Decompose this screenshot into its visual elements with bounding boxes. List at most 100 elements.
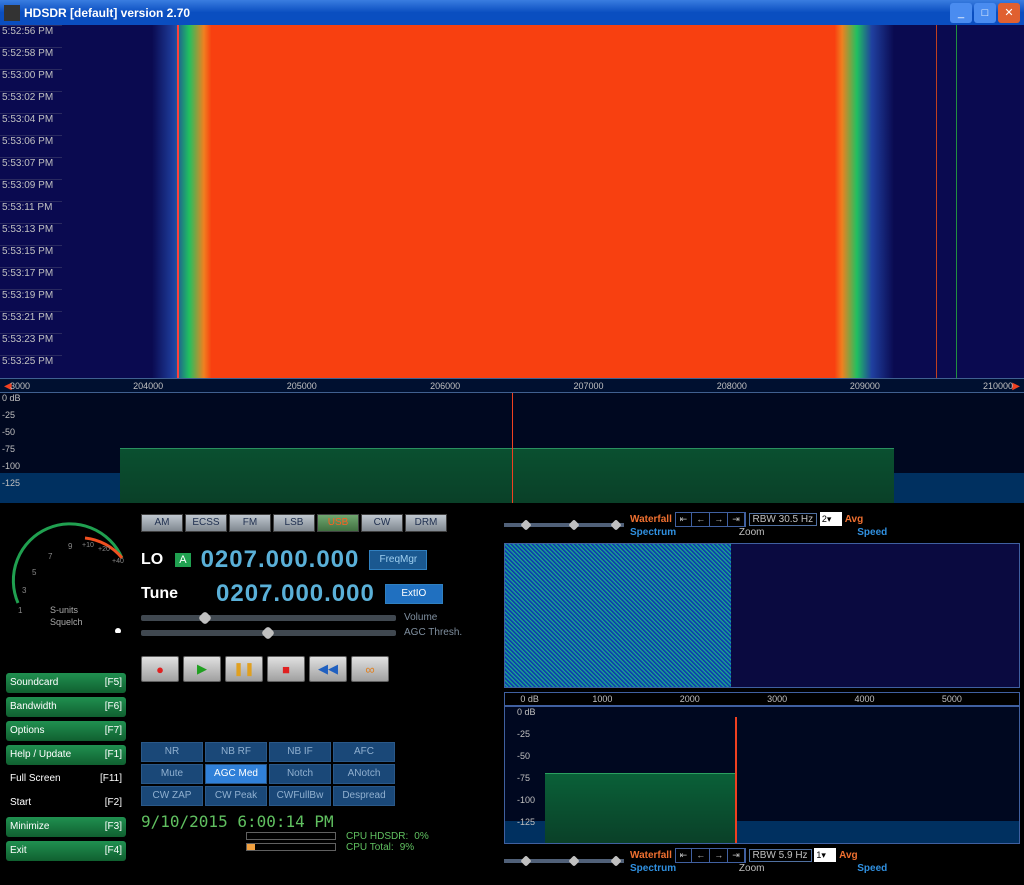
options-button[interactable]: Options[F7] [6, 721, 126, 741]
dsp-anotch-button[interactable]: ANotch [333, 764, 395, 784]
minimize-button[interactable]: _ [950, 3, 972, 23]
svg-text:S-units: S-units [50, 605, 79, 615]
timestamp: 5:53:23 PM [0, 333, 62, 355]
audio-spectrum[interactable]: 0 dB-25-50-75-100-125 [504, 706, 1020, 844]
function-buttons: Soundcard[F5] Bandwidth[F6] Options[F7] Hel… [6, 673, 126, 865]
svg-text:7: 7 [48, 552, 53, 561]
tune-frequency[interactable]: 0207.000.000 [216, 580, 375, 608]
record-button[interactable]: ● [141, 656, 179, 682]
dsp-notch-button[interactable]: Notch [269, 764, 331, 784]
dsp-cw-zap-button[interactable]: CW ZAP [141, 786, 203, 806]
app-icon [4, 5, 20, 21]
mode-lsb[interactable]: LSB [273, 514, 315, 532]
stop-button[interactable]: ■ [267, 656, 305, 682]
bandwidth-button[interactable]: Bandwidth[F6] [6, 697, 126, 717]
freqmgr-button[interactable]: FreqMgr [369, 550, 427, 570]
svg-text:+20: +20 [98, 546, 110, 553]
waterfall-timestamps: 5:52:56 PM5:52:58 PM5:53:00 PM5:53:02 PM… [0, 25, 62, 378]
dsp-nb-rf-button[interactable]: NB RF [205, 742, 267, 762]
dsp-mute-button[interactable]: Mute [141, 764, 203, 784]
pause-button[interactable]: ❚❚ [225, 656, 263, 682]
wf-avg-combo[interactable]: 2▾ [820, 512, 842, 526]
svg-text:1: 1 [18, 606, 23, 615]
window-title: HDSDR [default] version 2.70 [24, 6, 950, 20]
mode-drm[interactable]: DRM [405, 514, 447, 532]
close-button[interactable]: ✕ [998, 3, 1020, 23]
audio-waterfall-controls: Waterfall ⇤←→⇥ RBW 30.5 Hz 2▾ Avg Spectr… [504, 507, 1020, 543]
svg-text:+10: +10 [82, 542, 94, 549]
mode-usb[interactable]: USB [317, 514, 359, 532]
datetime-display: 9/10/2015 6:00:14 PM [141, 812, 494, 831]
control-panel: 1 3 5 7 9 +10 +20 +40 S-units Squelch AM… [0, 503, 500, 885]
lo-label: LO [141, 551, 163, 569]
full-screen-button[interactable]: Full Screen[F11] [6, 769, 126, 789]
timestamp: 5:53:25 PM [0, 355, 62, 377]
mode-cw[interactable]: CW [361, 514, 403, 532]
sp-zoom-buttons[interactable]: ⇤←→⇥ [675, 848, 746, 863]
window-titlebar: HDSDR [default] version 2.70 _ □ ✕ [0, 0, 1024, 25]
wf-contrast-slider[interactable] [504, 523, 624, 527]
frequency-ruler[interactable]: ◀ 3000 ▶ 2040002050002060002070002080002… [0, 378, 1024, 393]
timestamp: 5:53:09 PM [0, 179, 62, 201]
volume-slider[interactable] [141, 615, 396, 621]
audio-waterfall[interactable] [504, 543, 1020, 688]
rewind-button[interactable]: ◀◀ [309, 656, 347, 682]
timestamp: 5:53:17 PM [0, 267, 62, 289]
dsp-afc-button[interactable]: AFC [333, 742, 395, 762]
cpu-hdsdr-bar [246, 832, 336, 840]
tune-label: Tune [141, 585, 178, 603]
timestamp: 5:53:02 PM [0, 91, 62, 113]
timestamp: 5:53:07 PM [0, 157, 62, 179]
audio-panel: Waterfall ⇤←→⇥ RBW 30.5 Hz 2▾ Avg Spectr… [500, 503, 1024, 885]
svg-text:9: 9 [68, 542, 73, 551]
sp-avg-combo[interactable]: 1▾ [814, 848, 836, 862]
help-update-button[interactable]: Help / Update[F1] [6, 745, 126, 765]
soundcard-button[interactable]: Soundcard[F5] [6, 673, 126, 693]
wf-zoom-buttons[interactable]: ⇤←→⇥ [675, 512, 746, 527]
timestamp: 5:53:00 PM [0, 69, 62, 91]
dsp-cwfullbw-button[interactable]: CWFullBw [269, 786, 331, 806]
timestamp: 5:53:11 PM [0, 201, 62, 223]
dsp-agc-med-button[interactable]: AGC Med [205, 764, 267, 784]
timestamp: 5:53:13 PM [0, 223, 62, 245]
timestamp: 5:53:04 PM [0, 113, 62, 135]
transport-controls: ●▶❚❚■◀◀∞ [141, 656, 494, 682]
play-button[interactable]: ▶ [183, 656, 221, 682]
timestamp: 5:52:56 PM [0, 25, 62, 47]
dsp-controls: NRNB RFNB IFAFC MuteAGC MedNotchANotch CW … [141, 742, 494, 806]
loop-button[interactable]: ∞ [351, 656, 389, 682]
sp-contrast-slider[interactable] [504, 859, 624, 863]
audio-frequency-ruler[interactable]: 0 dB10002000300040005000 [504, 692, 1020, 706]
waterfall-canvas[interactable] [62, 25, 1024, 378]
audio-db-scale: 0 dB-25-50-75-100-125 [517, 707, 536, 839]
timestamp: 5:53:15 PM [0, 245, 62, 267]
audio-spectrum-controls: Waterfall ⇤←→⇥ RBW 5.9 Hz 1▾ Avg Spectru… [504, 848, 1020, 874]
mode-fm[interactable]: FM [229, 514, 271, 532]
rf-spectrum[interactable]: 0 dB-25-50-75-100-125 [0, 393, 1024, 503]
ruler-right-arrow[interactable]: ▶ [1012, 381, 1020, 392]
mode-am[interactable]: AM [141, 514, 183, 532]
svg-text:+40: +40 [112, 558, 124, 565]
cpu-total-bar [246, 843, 336, 851]
db-scale: 0 dB-25-50-75-100-125 [2, 393, 21, 495]
mode-ecss[interactable]: ECSS [185, 514, 227, 532]
s-meter[interactable]: 1 3 5 7 9 +10 +20 +40 S-units Squelch [10, 513, 130, 633]
dsp-despread-button[interactable]: Despread [333, 786, 395, 806]
dsp-nb-if-button[interactable]: NB IF [269, 742, 331, 762]
timestamp: 5:53:06 PM [0, 135, 62, 157]
vfo-a-indicator[interactable]: A [175, 553, 190, 567]
start-button[interactable]: Start[F2] [6, 793, 126, 813]
exit-button[interactable]: Exit[F4] [6, 841, 126, 861]
dsp-cw-peak-button[interactable]: CW Peak [205, 786, 267, 806]
lo-frequency[interactable]: 0207.000.000 [201, 546, 360, 574]
svg-text:3: 3 [22, 586, 27, 595]
extio-button[interactable]: ExtIO [385, 584, 443, 604]
rf-waterfall[interactable]: 5:52:56 PM5:52:58 PM5:53:00 PM5:53:02 PM… [0, 25, 1024, 378]
agc-threshold-slider[interactable] [141, 630, 396, 636]
timestamp: 5:52:58 PM [0, 47, 62, 69]
minimize-button[interactable]: Minimize[F3] [6, 817, 126, 837]
dsp-nr-button[interactable]: NR [141, 742, 203, 762]
maximize-button[interactable]: □ [974, 3, 996, 23]
svg-text:5: 5 [32, 568, 37, 577]
mode-selector: AMECSSFMLSBUSBCWDRM [141, 514, 494, 532]
